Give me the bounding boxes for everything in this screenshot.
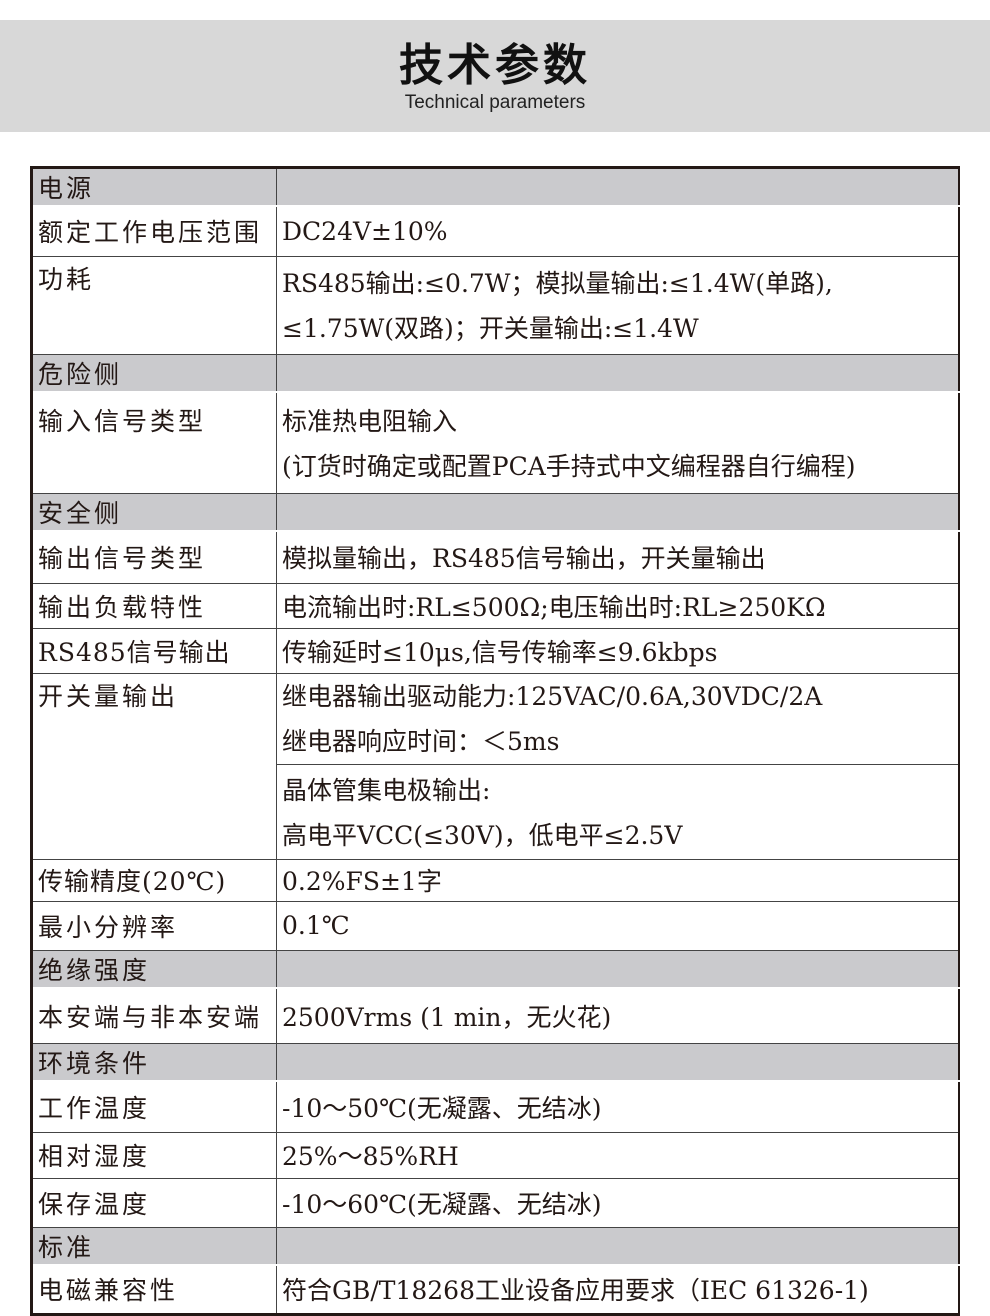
table-row: 输入信号类型 标准热电阻输入 (订货时确定或配置PCA手持式中文编程器自行编程)	[31, 391, 960, 494]
section-row: 电源	[31, 167, 960, 207]
value-line: ≤1.75W(双路)；开关量输出:≤1.4W	[282, 313, 699, 343]
value-line: 高电平VCC(≤30V)，低电平≤2.5V	[282, 820, 683, 850]
table-row: 输出信号类型 模拟量输出，RS485信号输出，开关量输出	[31, 530, 960, 584]
table-row: 功耗 RS485输出:≤0.7W；模拟量输出:≤1.4W(单路), ≤1.75W(双…	[31, 255, 960, 355]
section-row: 标准	[31, 1226, 960, 1266]
table-row: 开关量输出 继电器输出驱动能力:125VAC/0.6A,30VDC/2A 继电器响应…	[31, 672, 960, 860]
table-row: 电磁兼容性 符合GB/T18268工业设备应用要求（IEC 61326-1)	[31, 1264, 960, 1315]
row-value: -10～50℃(无凝露、无结冰)	[276, 1080, 960, 1133]
value-line: (订货时确定或配置PCA手持式中文编程器自行编程)	[282, 451, 856, 481]
row-value: RS485输出:≤0.7W；模拟量输出:≤1.4W(单路), ≤1.75W(双路)…	[276, 255, 960, 355]
row-value: DC24V±10%	[276, 205, 960, 257]
row-label: 相对湿度	[31, 1131, 277, 1179]
row-label: 开关量输出	[31, 672, 277, 860]
row-label: 输出信号类型	[31, 530, 277, 584]
value-line: 继电器输出驱动能力:125VAC/0.6A,30VDC/2A	[282, 681, 823, 711]
section-row: 环境条件	[31, 1043, 960, 1082]
table-row: 最小分辨率 0.1℃	[31, 900, 960, 951]
row-value: 2500Vrms (1 min，无火花)	[276, 987, 960, 1044]
section-row: 安全侧	[31, 493, 960, 532]
section-label: 电源	[31, 167, 277, 207]
value-line: RS485输出:≤0.7W；模拟量输出:≤1.4W(单路),	[282, 268, 833, 298]
row-label: 功耗	[31, 255, 277, 355]
table-row: 输出负载特性 电流输出时:RL≤500Ω;电压输出时:RL≥250KΩ	[31, 582, 960, 629]
row-label: 本安端与非本安端	[31, 987, 277, 1044]
row-label: 输入信号类型	[31, 391, 277, 494]
row-value: 继电器输出驱动能力:125VAC/0.6A,30VDC/2A 继电器响应时间：＜5…	[276, 672, 960, 765]
row-value: 模拟量输出，RS485信号输出，开关量输出	[276, 530, 960, 584]
value-line: 继电器响应时间：＜5ms	[282, 726, 560, 756]
section-label: 安全侧	[31, 493, 277, 532]
row-value: 电流输出时:RL≤500Ω;电压输出时:RL≥250KΩ	[276, 582, 960, 629]
section-label: 环境条件	[31, 1043, 277, 1082]
table-row: RS485信号输出 传输延时≤10μs,信号传输率≤9.6kbps	[31, 627, 960, 674]
row-label: 传输精度(20℃)	[31, 858, 277, 902]
row-label: RS485信号输出	[31, 627, 277, 674]
table-row: 传输精度(20℃) 0.2%FS±1字	[31, 858, 960, 902]
section-label: 绝缘强度	[31, 949, 277, 989]
table-row: 本安端与非本安端 2500Vrms (1 min，无火花)	[31, 987, 960, 1044]
section-row: 绝缘强度	[31, 949, 960, 989]
section-row: 危险侧	[31, 353, 960, 393]
row-value: 传输延时≤10μs,信号传输率≤9.6kbps	[276, 627, 960, 674]
header-band	[0, 20, 990, 132]
row-label: 最小分辨率	[31, 900, 277, 951]
value-line: 晶体管集电极输出:	[282, 775, 491, 805]
row-label: 额定工作电压范围	[31, 205, 277, 257]
table-row: 工作温度 -10～50℃(无凝露、无结冰)	[31, 1080, 960, 1133]
row-label: 保存温度	[31, 1177, 277, 1228]
row-value: 晶体管集电极输出: 高电平VCC(≤30V)，低电平≤2.5V	[276, 763, 960, 860]
table-row: 额定工作电压范围 DC24V±10%	[31, 205, 960, 257]
table-row: 相对湿度 25%～85%RH	[31, 1131, 960, 1179]
section-label: 危险侧	[31, 353, 277, 393]
value-line: 标准热电阻输入	[282, 406, 458, 436]
row-label: 输出负载特性	[31, 582, 277, 629]
page-title: 技术参数	[399, 40, 591, 91]
row-label: 电磁兼容性	[31, 1264, 277, 1315]
spec-table: 电源 额定工作电压范围 DC24V±10% 功耗 RS485输出:≤0.7W；模拟量…	[30, 166, 960, 1316]
row-value: 0.1℃	[276, 900, 960, 951]
row-value: -10～60℃(无凝露、无结冰)	[276, 1177, 960, 1228]
section-label: 标准	[31, 1226, 277, 1266]
table-row: 保存温度 -10～60℃(无凝露、无结冰)	[31, 1177, 960, 1228]
row-label: 工作温度	[31, 1080, 277, 1133]
row-value: 25%～85%RH	[276, 1131, 960, 1179]
row-value: 标准热电阻输入 (订货时确定或配置PCA手持式中文编程器自行编程)	[276, 391, 960, 494]
row-value: 符合GB/T18268工业设备应用要求（IEC 61326-1)	[276, 1264, 960, 1315]
row-value: 0.2%FS±1字	[276, 858, 960, 902]
table-subrow: 晶体管集电极输出: 高电平VCC(≤30V)，低电平≤2.5V	[32, 763, 960, 860]
page-subtitle: Technical parameters	[404, 92, 586, 113]
